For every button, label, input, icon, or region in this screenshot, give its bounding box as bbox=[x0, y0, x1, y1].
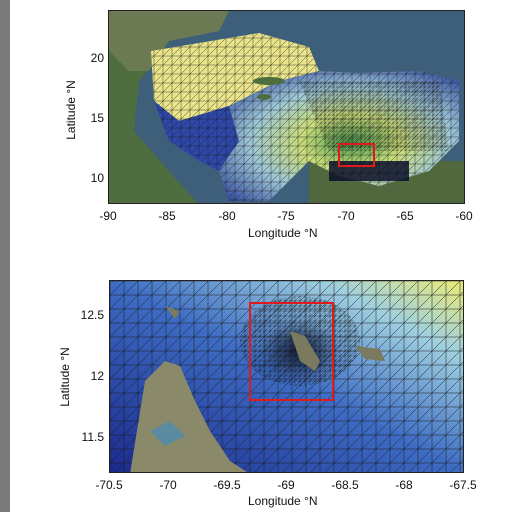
zoom-mesh-svg bbox=[110, 281, 463, 472]
caribbean-mesh-map bbox=[108, 10, 465, 204]
caribbean-mesh-svg bbox=[109, 11, 464, 203]
bottom-ylabel: Latitude °N bbox=[57, 347, 72, 407]
study-area-highlight-box bbox=[338, 143, 375, 167]
bottom-xlabel: Longitude °N bbox=[248, 494, 318, 508]
top-xtick-5: -65 bbox=[396, 209, 414, 223]
north-land bbox=[109, 11, 229, 71]
top-xtick-3: -75 bbox=[277, 209, 295, 223]
top-ytick-20: 20 bbox=[90, 51, 104, 65]
top-ylabel: Latitude °N bbox=[63, 80, 78, 140]
top-ytick-10: 10 bbox=[90, 171, 104, 185]
paraguana-peninsula bbox=[130, 361, 247, 472]
aruba-island bbox=[165, 306, 180, 319]
top-ytick-15: 15 bbox=[90, 111, 104, 125]
bottom-xtick-2: -69.5 bbox=[213, 478, 241, 492]
bonaire-island bbox=[290, 331, 320, 371]
bottom-ytick-12: 12 bbox=[90, 369, 104, 383]
curacao-bonaire-mesh-map bbox=[109, 280, 464, 473]
left-divider-bar bbox=[0, 0, 10, 512]
bottom-xtick-5: -68 bbox=[395, 478, 413, 492]
bottom-ytick-11-5: 11.5 bbox=[81, 430, 104, 444]
bottom-ytick-12-5: 12.5 bbox=[80, 308, 104, 322]
klein-island bbox=[355, 346, 385, 361]
dense-mesh-overlay bbox=[299, 81, 449, 151]
top-xlabel: Longitude °N bbox=[248, 226, 318, 240]
zoom-highlight-box bbox=[249, 302, 334, 401]
bottom-xtick-4: -68.5 bbox=[331, 478, 359, 492]
top-xtick-1: -85 bbox=[158, 209, 176, 223]
jamaica-island bbox=[257, 94, 271, 100]
top-xtick-2: -80 bbox=[218, 209, 236, 223]
top-xtick-4: -70 bbox=[337, 209, 355, 223]
mesh-overlay bbox=[151, 33, 459, 201]
bottom-xtick-6: -67.5 bbox=[449, 478, 477, 492]
bottom-xtick-3: -69 bbox=[277, 478, 295, 492]
top-xtick-0: -90 bbox=[99, 209, 117, 223]
peninsula-lagoon bbox=[150, 421, 185, 446]
top-xtick-6: -60 bbox=[455, 209, 473, 223]
bottom-xtick-0: -70.5 bbox=[95, 478, 123, 492]
cuba-island bbox=[253, 77, 285, 85]
bottom-xtick-1: -70 bbox=[159, 478, 177, 492]
